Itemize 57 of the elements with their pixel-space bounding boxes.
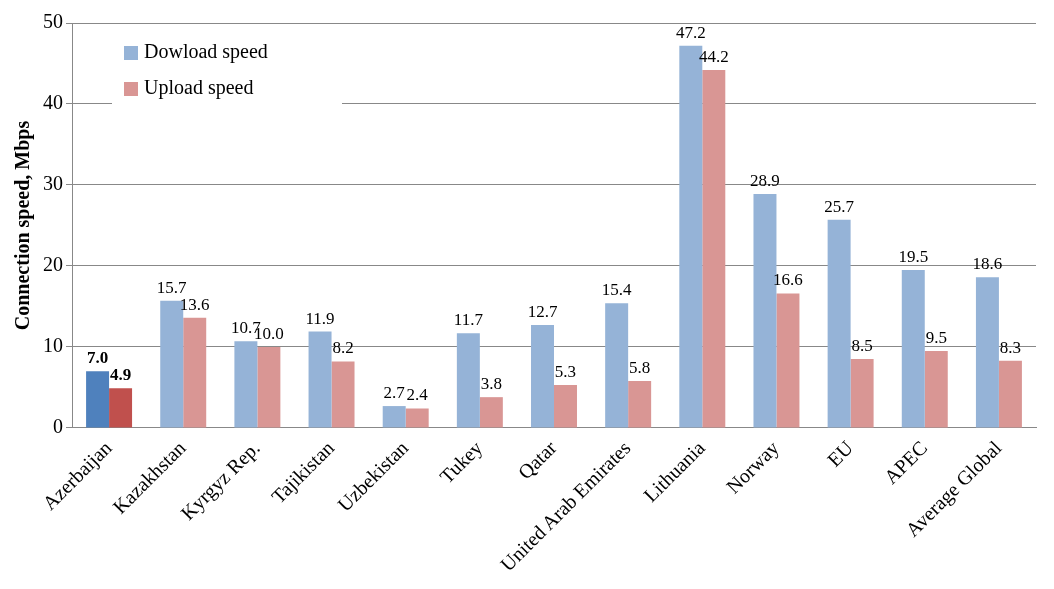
- bar: [924, 351, 948, 428]
- data-label: 8.5: [851, 336, 873, 356]
- x-tick-label: EU: [822, 436, 858, 471]
- bar: [234, 341, 258, 428]
- bar: [86, 371, 110, 428]
- bar: [456, 333, 480, 428]
- data-label: 44.2: [698, 46, 729, 66]
- bar: [554, 385, 577, 428]
- data-label: 2.4: [406, 385, 429, 405]
- bar: [776, 293, 800, 428]
- data-label: 15.4: [601, 280, 633, 300]
- data-label: 15.7: [156, 277, 188, 297]
- bar: [702, 69, 726, 428]
- data-label: 12.7: [527, 302, 558, 322]
- y-tick-label: 40: [43, 91, 63, 114]
- bar: [827, 219, 851, 428]
- y-tick-label: 0: [53, 415, 63, 438]
- bar: [109, 388, 133, 428]
- data-label: 8.2: [332, 338, 354, 358]
- bar: [308, 331, 332, 428]
- data-label: 11.9: [305, 308, 335, 328]
- data-label: 28.9: [750, 170, 780, 190]
- data-label: 8.3: [999, 337, 1022, 357]
- bar: [605, 303, 629, 428]
- bar: [975, 277, 999, 428]
- bar: [850, 359, 874, 428]
- bar: [405, 408, 429, 428]
- data-label: 11.7: [453, 310, 484, 330]
- y-axis-title: Connection speed, Mbps: [11, 120, 35, 331]
- data-label: 5.3: [554, 361, 577, 381]
- bar: [628, 380, 652, 428]
- data-label: 3.8: [480, 374, 502, 394]
- data-label: 16.6: [773, 270, 803, 290]
- data-label: 2.7: [383, 383, 406, 403]
- data-label: 5.8: [629, 357, 651, 377]
- data-label: 19.5: [898, 246, 929, 266]
- data-label: 25.7: [824, 196, 855, 216]
- bar: [901, 270, 925, 428]
- y-tick-label: 30: [43, 172, 63, 195]
- bar: [257, 346, 281, 428]
- legend-label: Dowload speed: [144, 40, 268, 64]
- bar: [998, 360, 1022, 428]
- data-label: 13.6: [179, 294, 210, 314]
- y-tick-label: 50: [43, 10, 63, 33]
- y-tick-label: 10: [43, 334, 63, 357]
- bar: [531, 325, 554, 428]
- data-label: 7.0: [86, 348, 109, 368]
- data-label: 9.5: [925, 327, 947, 347]
- bar: [331, 361, 355, 428]
- legend-label: Upload speed: [144, 76, 254, 100]
- bar: [479, 397, 503, 428]
- data-label: 18.6: [972, 254, 1003, 274]
- bar: [382, 406, 406, 428]
- bar: [183, 317, 207, 428]
- data-label: 47.2: [675, 22, 706, 42]
- data-label: 4.9: [109, 365, 132, 385]
- y-tick-label: 20: [43, 253, 63, 276]
